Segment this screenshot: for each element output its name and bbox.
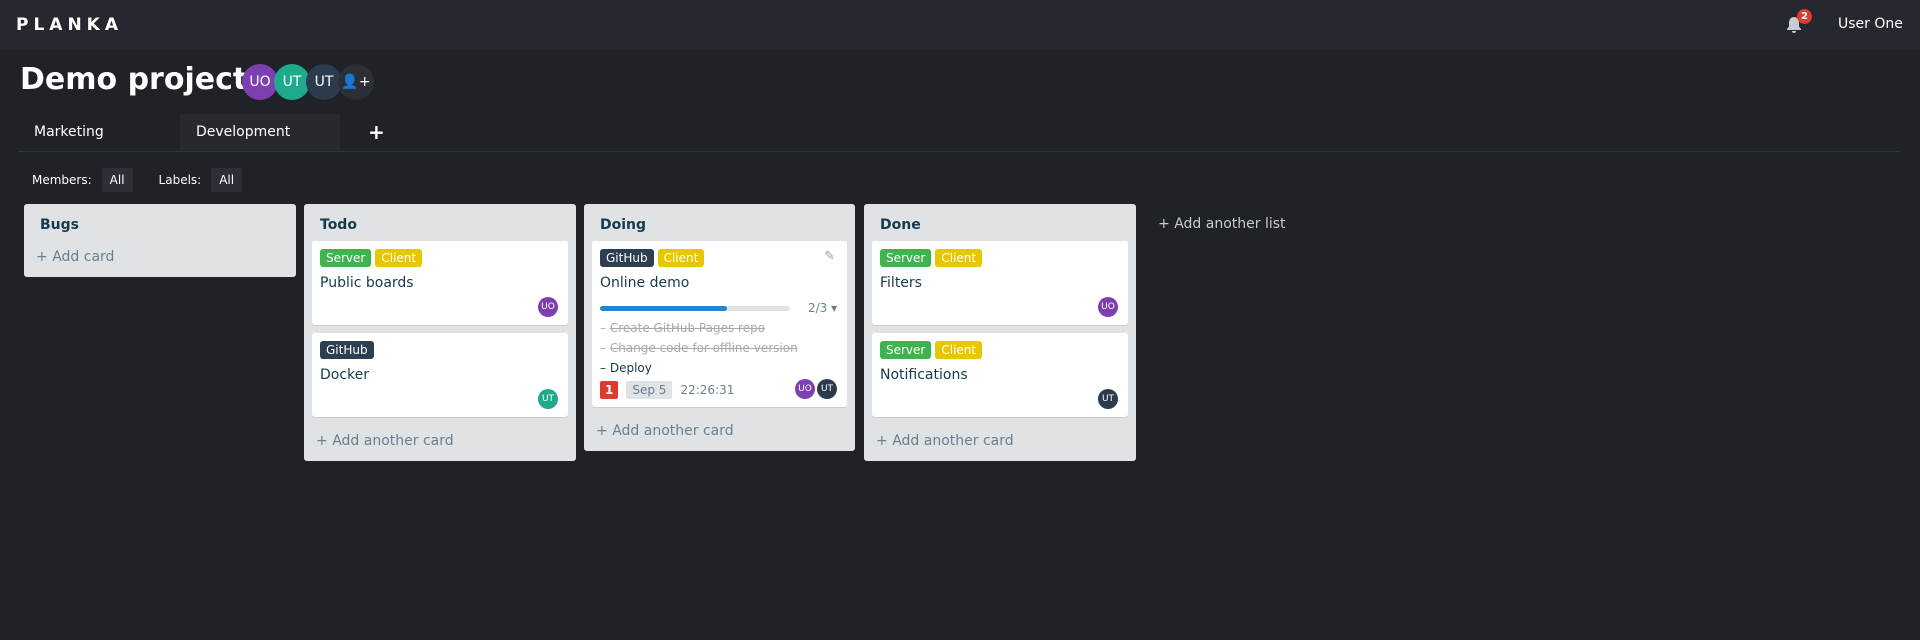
add-card-button[interactable]: + Add card bbox=[36, 249, 115, 265]
add-list-label: Add another list bbox=[1174, 216, 1286, 232]
label-client: Client bbox=[935, 341, 983, 359]
card[interactable]: Server Client Notifications UT bbox=[872, 333, 1128, 417]
task-item[interactable]: – Deploy bbox=[600, 361, 652, 375]
card[interactable]: Server Client Filters UO bbox=[872, 241, 1128, 325]
task-item[interactable]: – Create GitHub Pages repo bbox=[600, 321, 766, 335]
progress-fill bbox=[600, 305, 727, 311]
add-member-button[interactable]: 👤+ bbox=[338, 64, 374, 100]
tab-development[interactable]: Development bbox=[180, 114, 340, 151]
attachment-count: 1 bbox=[600, 381, 619, 399]
label-github: GitHub bbox=[600, 249, 654, 267]
card-title: Public boards bbox=[320, 275, 414, 291]
avatar: UO bbox=[795, 379, 815, 399]
add-board-icon[interactable]: + bbox=[368, 120, 385, 144]
list-title[interactable]: Done bbox=[880, 217, 921, 233]
add-list-button[interactable]: + Add another list bbox=[1158, 216, 1286, 232]
due-date: Sep 5 bbox=[626, 381, 673, 399]
label-client: Client bbox=[657, 249, 705, 267]
add-card-label: Add another card bbox=[612, 423, 734, 439]
add-card-label: Add another card bbox=[332, 433, 454, 449]
avatar: UT bbox=[817, 379, 837, 399]
page-title: Demo project bbox=[20, 62, 248, 97]
top-bar: PLANKA 2 User One bbox=[0, 0, 1920, 50]
label-server: Server bbox=[320, 249, 372, 267]
project-members: UO UT UT 👤+ bbox=[242, 64, 374, 100]
list-todo: Todo Server Client Public boards UO GitHu… bbox=[304, 204, 576, 461]
label-server: Server bbox=[880, 249, 932, 267]
label-github: GitHub bbox=[320, 341, 374, 359]
list-title[interactable]: Doing bbox=[600, 217, 647, 233]
members-filter-label: Members: bbox=[32, 173, 92, 187]
card-title: Docker bbox=[320, 367, 370, 383]
task-text: Deploy bbox=[609, 361, 652, 375]
members-filter-button[interactable]: All bbox=[101, 168, 133, 192]
card-title: Filters bbox=[880, 275, 922, 291]
logo[interactable]: PLANKA bbox=[16, 15, 124, 35]
avatar: UO bbox=[538, 297, 558, 317]
card-title: Online demo bbox=[600, 275, 690, 291]
card-title: Notifications bbox=[880, 367, 968, 383]
timer[interactable]: 22:26:31 bbox=[680, 383, 735, 397]
card[interactable]: GitHub Docker UT bbox=[312, 333, 568, 417]
avatar: UO bbox=[1098, 297, 1118, 317]
add-card-button[interactable]: + Add another card bbox=[876, 433, 1014, 449]
list-doing: Doing GitHub Client ✎ Online demo 2/3 ▾ –… bbox=[584, 204, 855, 451]
list-title[interactable]: Todo bbox=[320, 217, 357, 233]
label-client: Client bbox=[935, 249, 983, 267]
task-text: Change code for offline version bbox=[609, 341, 798, 355]
list-title[interactable]: Bugs bbox=[40, 217, 79, 233]
tab-marketing[interactable]: Marketing bbox=[34, 124, 104, 140]
avatar: UT bbox=[1098, 389, 1118, 409]
task-item[interactable]: – Change code for offline version bbox=[600, 341, 798, 355]
avatar[interactable]: UT bbox=[274, 64, 310, 100]
list-done: Done Server Client Filters UO Server Clien… bbox=[864, 204, 1136, 461]
card[interactable]: Server Client Public boards UO bbox=[312, 241, 568, 325]
card[interactable]: GitHub Client ✎ Online demo 2/3 ▾ – Creat… bbox=[592, 241, 847, 407]
avatar[interactable]: UO bbox=[242, 64, 278, 100]
pencil-icon[interactable]: ✎ bbox=[824, 249, 835, 264]
add-card-button[interactable]: + Add another card bbox=[316, 433, 454, 449]
avatar[interactable]: UT bbox=[306, 64, 342, 100]
labels-filter-label: Labels: bbox=[158, 173, 202, 187]
labels-filter-button[interactable]: All bbox=[211, 168, 243, 192]
add-card-label: Add card bbox=[52, 249, 115, 265]
caret-down-icon: ▾ bbox=[831, 301, 838, 315]
add-card-label: Add another card bbox=[892, 433, 1014, 449]
notification-badge: 2 bbox=[1797, 9, 1812, 24]
filters: Members: All Labels: All bbox=[32, 168, 268, 192]
user-menu[interactable]: User One bbox=[1838, 16, 1903, 32]
label-server: Server bbox=[880, 341, 932, 359]
list-bugs: Bugs + Add card bbox=[24, 204, 296, 277]
board-tabs: Marketing Development + bbox=[18, 114, 1900, 152]
user-plus-icon: 👤+ bbox=[341, 74, 371, 90]
label-client: Client bbox=[375, 249, 423, 267]
progress-text: 2/3 bbox=[808, 301, 828, 315]
add-card-button[interactable]: + Add another card bbox=[596, 423, 734, 439]
avatar: UT bbox=[538, 389, 558, 409]
task-progress[interactable]: 2/3 ▾ bbox=[600, 301, 839, 315]
task-text: Create GitHub Pages repo bbox=[609, 321, 766, 335]
